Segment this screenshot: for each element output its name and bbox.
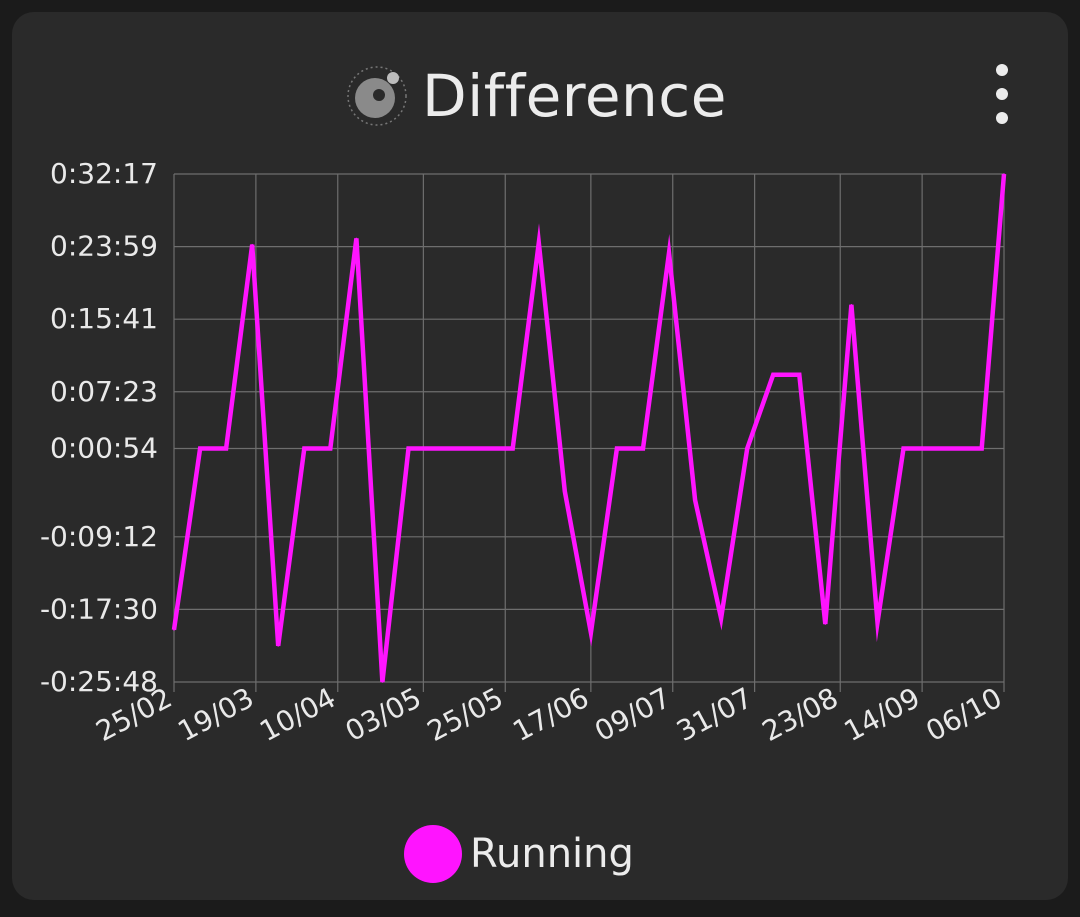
data-point (954, 447, 957, 450)
data-point (433, 447, 436, 450)
data-point (225, 447, 227, 450)
x-tick-label: 17/06 (507, 681, 594, 748)
data-point (980, 447, 983, 450)
y-tick-label: -0:25:48 (40, 665, 158, 698)
y-tick-label: 0:07:23 (50, 375, 158, 408)
series-line-running (171, 173, 1007, 683)
card-header: Difference (12, 56, 1068, 136)
chart-card: Difference 0:32:17 0:23:59 0:15:41 0:07:23 0… (12, 12, 1068, 900)
data-point (850, 303, 853, 306)
y-tick-label: -0:09:12 (40, 520, 158, 553)
data-point (798, 373, 801, 376)
data-point (329, 447, 332, 450)
data-point (876, 621, 879, 624)
title-group: Difference (346, 56, 727, 136)
data-point (746, 447, 748, 450)
y-tick-label: -0:17:30 (40, 592, 158, 625)
x-tick-label: 25/05 (422, 681, 509, 748)
x-tick-label: 06/10 (921, 681, 1008, 748)
data-point (459, 447, 462, 450)
data-point (355, 237, 358, 240)
legend-swatch[interactable] (404, 825, 462, 883)
data-point (694, 499, 696, 501)
data-point (1003, 173, 1005, 175)
line-chart: 0:32:17 0:23:59 0:15:41 0:07:23 0:00:54 -0:09… (40, 157, 1008, 748)
y-tick-label: 0:23:59 (50, 230, 158, 263)
menu-dot (996, 88, 1008, 100)
data-point (199, 447, 201, 450)
data-point (824, 623, 827, 625)
data-point (537, 242, 540, 244)
x-tick-label: 14/09 (839, 681, 926, 748)
x-tick-label: 19/03 (172, 681, 259, 748)
legend-label[interactable]: Running (470, 831, 634, 877)
data-point (642, 447, 644, 450)
x-tick-label: 03/05 (340, 681, 427, 748)
x-tick-label: 23/08 (757, 681, 844, 748)
x-tick-label: 31/07 (671, 681, 758, 748)
data-point (407, 447, 410, 450)
chart-legend: Running (404, 824, 634, 884)
data-point (303, 447, 306, 450)
menu-dot (996, 112, 1008, 124)
data-point (564, 490, 566, 493)
y-tick-label: 0:00:54 (50, 431, 158, 464)
y-tick-label: 0:15:41 (50, 302, 158, 335)
data-point (668, 252, 670, 254)
more-vertical-icon[interactable] (980, 64, 1024, 124)
data-point (251, 243, 253, 246)
data-point (485, 447, 488, 450)
data-point (616, 447, 618, 450)
data-point (902, 447, 905, 450)
app-logo-icon (347, 66, 407, 126)
y-tick-label: 0:32:17 (50, 157, 158, 190)
x-tick-label: 09/07 (589, 681, 676, 748)
data-point (277, 645, 280, 647)
data-point (928, 447, 931, 450)
data-point (173, 629, 175, 631)
x-tick-label: 10/04 (254, 681, 341, 748)
data-point (511, 447, 514, 450)
data-point (720, 617, 722, 619)
data-point (590, 631, 592, 634)
chart-title: Difference (422, 62, 727, 130)
data-point (772, 373, 775, 376)
data-point (381, 681, 384, 683)
menu-dot (996, 64, 1008, 76)
